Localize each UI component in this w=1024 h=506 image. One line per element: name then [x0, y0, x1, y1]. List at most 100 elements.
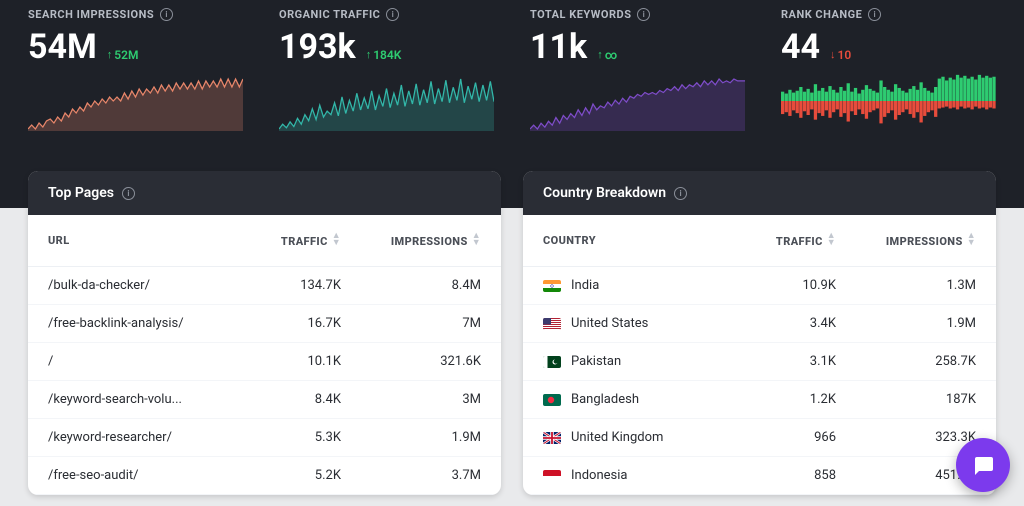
country-cell: Indonesia	[543, 468, 753, 483]
table-row[interactable]: United States 3.4K1.9M	[523, 305, 996, 343]
info-icon[interactable]: i	[868, 8, 881, 21]
country-traffic: 858	[753, 468, 866, 483]
metrics-row: SEARCH IMPRESSIONSi54M↑52MORGANIC TRAFFI…	[0, 0, 1024, 153]
country-cell: Bangladesh	[543, 392, 753, 407]
country-name: United Kingdom	[571, 430, 663, 445]
country-impressions: 1.9M	[866, 316, 976, 331]
col-impressions-header[interactable]: IMPRESSIONS▲▼	[866, 233, 976, 248]
info-icon[interactable]: i	[674, 187, 687, 200]
col-traffic-header[interactable]: TRAFFIC▲▼	[753, 233, 866, 248]
metric-value: 44	[781, 27, 820, 67]
country-table: COUNTRY TRAFFIC▲▼ IMPRESSIONS▲▼ India10.…	[523, 215, 996, 495]
page-url: /keyword-search-volu...	[48, 392, 258, 407]
country-traffic: 3.4K	[753, 316, 866, 331]
country-impressions: 187K	[866, 392, 976, 407]
country-name: Indonesia	[571, 468, 627, 483]
info-icon[interactable]: i	[122, 187, 135, 200]
country-impressions: 1.3M	[866, 278, 976, 293]
country-name: Pakistan	[571, 354, 621, 369]
page-url: /	[48, 354, 258, 369]
table-row[interactable]: /10.1K321.6K	[28, 343, 501, 381]
metric-label: SEARCH IMPRESSIONSi	[28, 8, 243, 21]
top-pages-panel: Top Pages i URL TRAFFIC▲▼ IMPRESSIONS▲▼ …	[28, 171, 501, 495]
table-row[interactable]: /bulk-da-checker/134.7K8.4M	[28, 267, 501, 305]
sort-icon: ▲▼	[332, 233, 341, 247]
country-title: Country Breakdown	[543, 185, 666, 201]
country-cell: United Kingdom	[543, 430, 753, 445]
arrow-up-icon: ↑	[597, 48, 603, 61]
metric-value: 193k	[279, 27, 356, 67]
panels-row: Top Pages i URL TRAFFIC▲▼ IMPRESSIONS▲▼ …	[0, 153, 1024, 495]
page-traffic: 10.1K	[258, 354, 371, 369]
country-impressions: 323.3K	[866, 430, 976, 445]
chat-icon	[971, 453, 995, 477]
top-pages-header: Top Pages i	[28, 171, 501, 215]
page-url: /keyword-researcher/	[48, 430, 258, 445]
table-row[interactable]: Indonesia858451.4K	[523, 457, 996, 495]
table-row[interactable]: /keyword-search-volu...8.4K3M	[28, 381, 501, 419]
sort-icon: ▲▼	[967, 233, 976, 247]
country-header: Country Breakdown i	[523, 171, 996, 215]
country-traffic: 1.2K	[753, 392, 866, 407]
sparkline-chart	[279, 71, 494, 131]
metric-card: TOTAL KEYWORDSi11k↑∞	[530, 8, 745, 135]
table-row[interactable]: India10.9K1.3M	[523, 267, 996, 305]
page-traffic: 134.7K	[258, 278, 371, 293]
sparkline-chart	[781, 71, 996, 131]
metric-card: SEARCH IMPRESSIONSi 54M ↑52M	[28, 8, 243, 135]
page-impressions: 3.7M	[371, 468, 481, 483]
flag-in-icon	[543, 280, 561, 292]
page-url: /free-seo-audit/	[48, 468, 258, 483]
chat-fab[interactable]	[956, 438, 1010, 492]
table-row[interactable]: Pakistan3.1K258.7K	[523, 343, 996, 381]
table-row[interactable]: United Kingdom 966323.3K	[523, 419, 996, 457]
top-pages-title: Top Pages	[48, 185, 114, 201]
page-impressions: 1.9M	[371, 430, 481, 445]
country-cell: India	[543, 278, 753, 293]
sparkline-chart	[530, 71, 745, 131]
flag-bd-icon	[543, 394, 561, 406]
table-row[interactable]: Bangladesh 1.2K187K	[523, 381, 996, 419]
sparkline-chart	[28, 71, 243, 131]
page-url: /free-backlink-analysis/	[48, 316, 258, 331]
page-impressions: 3M	[371, 392, 481, 407]
country-thead: COUNTRY TRAFFIC▲▼ IMPRESSIONS▲▼	[523, 215, 996, 267]
page-impressions: 321.6K	[371, 354, 481, 369]
info-icon[interactable]: i	[386, 8, 399, 21]
col-impressions-header[interactable]: IMPRESSIONS▲▼	[371, 233, 481, 248]
metric-delta: ↑52M	[107, 48, 139, 62]
flag-us-icon	[543, 318, 561, 330]
col-url-header[interactable]: URL	[48, 234, 258, 247]
flag-id-icon	[543, 470, 561, 482]
country-traffic: 966	[753, 430, 866, 445]
metric-delta: ↑184K	[366, 48, 402, 62]
arrow-up-icon: ↑	[107, 48, 113, 61]
col-country-header[interactable]: COUNTRY	[543, 234, 753, 247]
flag-gb-icon	[543, 432, 561, 444]
metric-delta: ↓10	[830, 48, 851, 62]
country-cell: United States	[543, 316, 753, 331]
table-row[interactable]: /keyword-researcher/5.3K1.9M	[28, 419, 501, 457]
col-traffic-header[interactable]: TRAFFIC▲▼	[258, 233, 371, 248]
top-pages-thead: URL TRAFFIC▲▼ IMPRESSIONS▲▼	[28, 215, 501, 267]
flag-pk-icon	[543, 356, 561, 368]
page-impressions: 8.4M	[371, 278, 481, 293]
metric-card: RANK CHANGEi44↓10	[781, 8, 996, 135]
page-traffic: 5.3K	[258, 430, 371, 445]
country-name: United States	[571, 316, 648, 331]
page-url: /bulk-da-checker/	[48, 278, 258, 293]
table-row[interactable]: /free-seo-audit/5.2K3.7M	[28, 457, 501, 495]
info-icon[interactable]: i	[637, 8, 650, 21]
country-name: Bangladesh	[571, 392, 639, 407]
info-icon[interactable]: i	[160, 8, 173, 21]
top-pages-table: URL TRAFFIC▲▼ IMPRESSIONS▲▼ /bulk-da-che…	[28, 215, 501, 495]
page-impressions: 7M	[371, 316, 481, 331]
country-traffic: 3.1K	[753, 354, 866, 369]
arrow-up-icon: ↑	[366, 48, 372, 61]
sort-icon: ▲▼	[827, 233, 836, 247]
country-cell: Pakistan	[543, 354, 753, 369]
page-traffic: 16.7K	[258, 316, 371, 331]
page-traffic: 8.4K	[258, 392, 371, 407]
table-row[interactable]: /free-backlink-analysis/16.7K7M	[28, 305, 501, 343]
metric-value: 54M	[28, 27, 97, 67]
